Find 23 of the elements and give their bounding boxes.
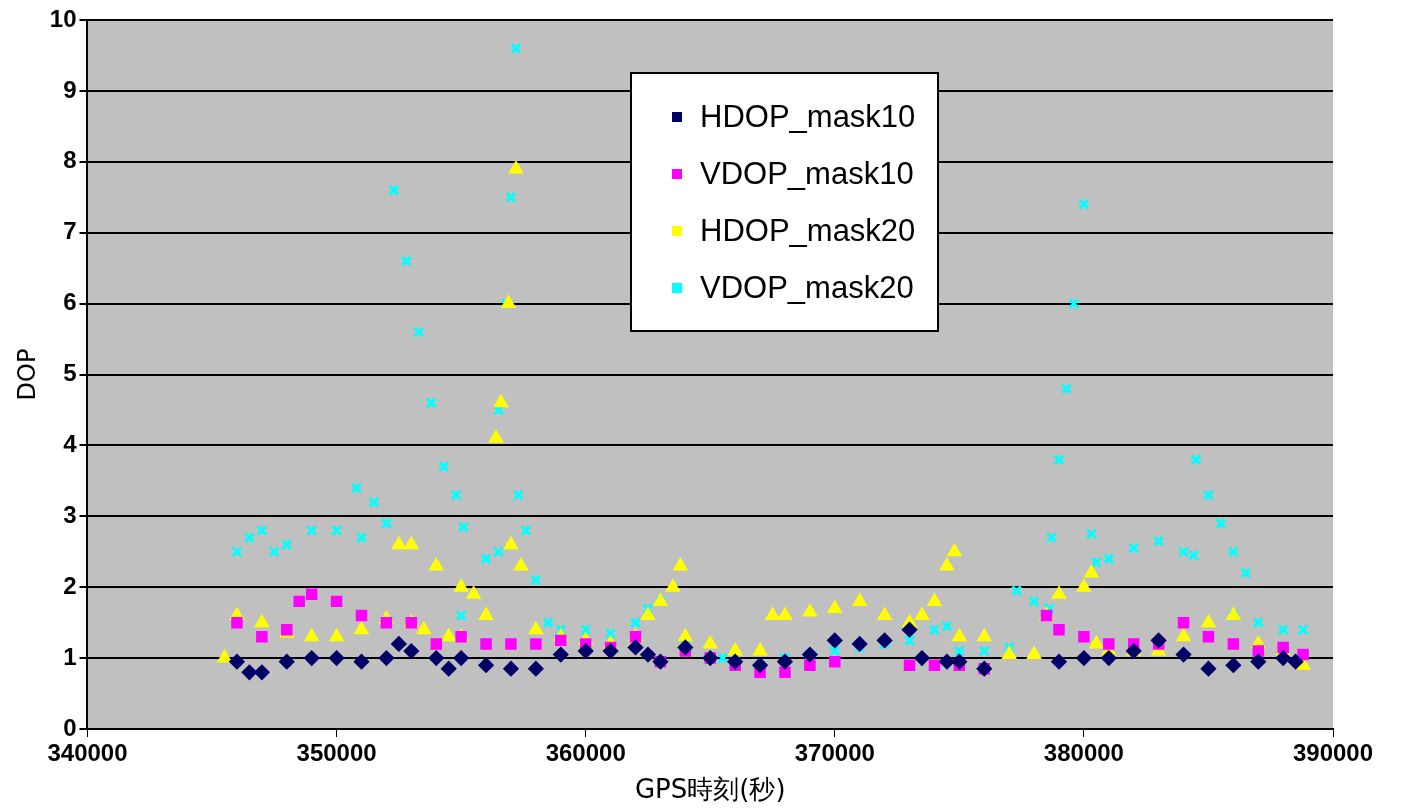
x-tick-label: 360000 xyxy=(545,739,626,767)
x-tick-label: 390000 xyxy=(1292,739,1374,767)
x-tick-label: 370000 xyxy=(794,739,875,767)
x-tick-label: 380000 xyxy=(1043,739,1124,767)
y-tick-label: 2 xyxy=(63,571,77,599)
y-tick-label: 5 xyxy=(63,359,77,387)
y-tick-label: 3 xyxy=(63,500,77,528)
legend-label: HDOP_mask10 xyxy=(700,98,916,135)
x-tick-label: 350000 xyxy=(296,739,377,767)
y-tick-label: 6 xyxy=(63,288,77,316)
y-tick-label: 1 xyxy=(63,642,77,670)
y-tick-label: 7 xyxy=(63,217,77,245)
y-tick-label: 10 xyxy=(49,4,77,32)
legend-label: VDOP_mask20 xyxy=(700,269,914,306)
y-axis-title: DOP xyxy=(12,348,41,401)
y-tick-label: 8 xyxy=(63,146,77,174)
y-tick-label: 9 xyxy=(63,75,77,103)
y-tick-label: 4 xyxy=(63,430,78,458)
x-tick-label: 340000 xyxy=(47,739,128,767)
legend-label: VDOP_mask10 xyxy=(700,155,914,192)
legend-label: HDOP_mask20 xyxy=(700,212,916,249)
x-axis-title: GPS時刻(秒) xyxy=(634,774,786,805)
y-tick-label: 0 xyxy=(63,713,77,741)
